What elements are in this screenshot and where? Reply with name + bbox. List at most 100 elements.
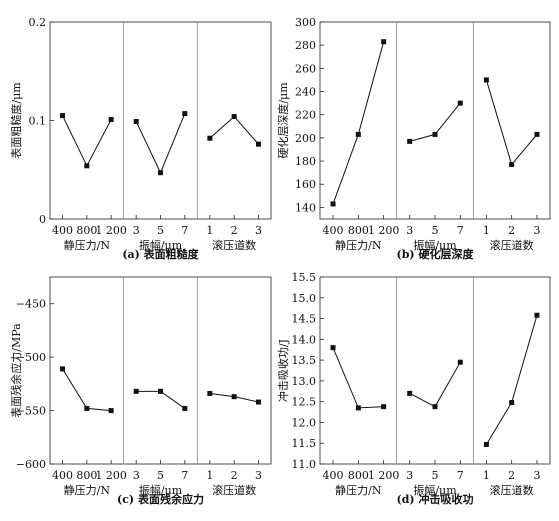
series-line	[409, 361, 461, 408]
y-tick-label: 0	[39, 213, 46, 226]
x-tick-label: 1 200	[368, 469, 400, 482]
x-tick-label: 3	[533, 469, 540, 482]
y-tick-label: 260	[295, 62, 316, 75]
x-tick-label: 1	[483, 224, 490, 237]
series-line	[332, 41, 385, 205]
x-tick-label: 5	[157, 224, 164, 237]
panel-caption: (b) 硬化层深度	[397, 247, 475, 261]
data-point	[534, 312, 540, 318]
x-tick-label: 400	[52, 224, 73, 237]
data-point	[407, 138, 413, 144]
data-point	[182, 405, 188, 411]
y-tick-label: −600	[16, 458, 46, 471]
series-line	[62, 368, 112, 412]
y-tick-label: 140	[295, 201, 316, 214]
y-tick-label: 12.0	[292, 416, 317, 429]
data-point	[231, 394, 237, 400]
data-point	[355, 405, 361, 411]
y-tick-label: 240	[295, 86, 316, 99]
y-tick-label: 14.5	[292, 313, 317, 326]
x-tick-label: 7	[181, 224, 188, 237]
series-line	[62, 115, 112, 167]
x-tick-label: 800	[76, 224, 97, 237]
x-tick-label: 1	[206, 224, 213, 237]
data-point	[483, 441, 489, 447]
panel-caption: (a) 表面粗糙度	[122, 247, 199, 261]
x-tick-label: 2	[508, 469, 515, 482]
group-label: 滚压道数	[212, 483, 256, 497]
group-label: 振幅/μm	[413, 483, 457, 497]
group-label: 振幅/μm	[139, 483, 183, 497]
y-tick-label: 220	[295, 109, 316, 122]
y-tick-label: 280	[295, 39, 316, 52]
x-tick-label: 400	[323, 469, 344, 482]
plot-frame	[49, 276, 272, 465]
y-tick-label: 13.5	[292, 354, 317, 367]
x-tick-label: 1 200	[368, 224, 400, 237]
x-tick-label: 400	[323, 224, 344, 237]
x-tick-label: 800	[348, 469, 369, 482]
data-point	[231, 114, 237, 120]
group-label: 滚压道数	[490, 238, 534, 252]
x-tick-label: 1	[206, 469, 213, 482]
series-line	[209, 115, 259, 145]
y-tick-label: 13.0	[292, 375, 317, 388]
data-point	[407, 390, 413, 396]
x-tick-label: 1 200	[95, 469, 127, 482]
x-tick-label: 2	[508, 224, 515, 237]
x-tick-label: 2	[231, 469, 238, 482]
series-line	[485, 79, 538, 166]
y-tick-label: 0.2	[29, 16, 47, 29]
group-label: 静压力/N	[335, 483, 382, 497]
plot-frame	[319, 276, 551, 465]
chart-b: 140 160 180 200 220 240 260 280 300 硬化层深度/μm 400 80…	[276, 16, 551, 261]
data-point	[60, 366, 66, 372]
y-axis-title: 表面残余应力/MPa	[9, 323, 23, 418]
x-tick-label: 1	[483, 469, 490, 482]
y-axis-title: 表面粗糙度/μm	[9, 82, 23, 159]
x-tick-label: 400	[52, 469, 73, 482]
data-point	[108, 408, 114, 414]
x-tick-label: 3	[133, 224, 140, 237]
data-point	[84, 405, 90, 411]
x-tick-label: 7	[457, 469, 464, 482]
x-tick-label: 3	[133, 469, 140, 482]
data-point	[534, 131, 540, 137]
x-tick-label: 5	[432, 224, 439, 237]
x-tick-label: 3	[533, 224, 540, 237]
data-point	[457, 359, 463, 365]
data-point	[381, 39, 387, 45]
data-point	[133, 388, 139, 394]
data-point	[158, 388, 163, 394]
data-point	[330, 345, 336, 351]
y-tick-label: 11.0	[292, 458, 317, 471]
group-label: 滚压道数	[490, 483, 534, 497]
y-axis-title: 冲击吸收功/J	[276, 339, 290, 402]
y-tick-label: 11.5	[292, 437, 317, 450]
data-point	[207, 390, 213, 396]
x-tick-label: 800	[348, 224, 369, 237]
data-point	[60, 113, 66, 119]
group-label: 振幅/μm	[413, 238, 457, 252]
x-tick-label: 5	[157, 469, 164, 482]
data-point	[182, 111, 188, 117]
x-tick-label: 1 200	[95, 224, 127, 237]
series-line	[332, 347, 384, 409]
y-tick-label: 0.1	[29, 115, 47, 128]
series-line	[135, 113, 186, 174]
data-point	[432, 131, 438, 137]
data-point	[133, 118, 139, 124]
data-point	[509, 399, 515, 405]
y-tick-label: 15.5	[292, 271, 317, 284]
y-tick-label: 12.5	[292, 396, 317, 409]
data-point	[330, 201, 336, 207]
x-tick-label: 3	[255, 469, 262, 482]
group-label: 静压力/N	[335, 238, 382, 252]
data-point	[432, 404, 438, 410]
y-tick-label: −450	[16, 298, 46, 311]
x-tick-label: 800	[76, 469, 97, 482]
y-tick-label: 300	[295, 16, 316, 29]
